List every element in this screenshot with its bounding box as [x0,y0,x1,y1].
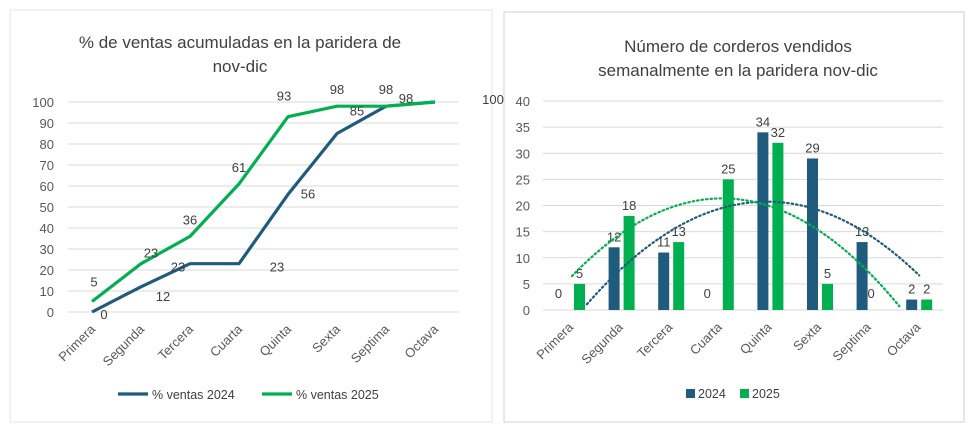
x-tick-label: Primera [55,321,98,364]
x-tick-label: Quinta [256,321,294,359]
chart-title: Número de corderos vendidos [624,37,852,56]
y-tick-label: 60 [40,179,54,194]
y-tick-label: 20 [40,263,54,278]
data-label: 12 [607,229,621,244]
data-label: 34 [756,114,770,129]
data-label: 100 [482,92,504,107]
data-label: 18 [622,198,636,213]
chart-title: semanalmente en la paridera nov-dic [598,61,878,80]
x-tick-label: Octava [884,319,924,359]
data-label: 0 [555,286,562,301]
y-tick-label: 0 [523,303,530,318]
bar-2024-tercera [658,252,670,310]
series-line-2024 [91,100,436,314]
x-tick-label: Octava [401,321,441,361]
data-label: 93 [277,89,291,104]
data-label: 36 [183,212,197,227]
y-tick-label: 30 [40,242,54,257]
chart-title: nov-dic [213,57,268,76]
x-tick-label: Segunda [100,321,148,369]
legend-label: % ventas 2025 [296,388,379,402]
bar-2024-quinta [757,132,769,310]
data-label: 5 [824,266,831,281]
y-tick-label: 10 [40,284,54,299]
data-label: 56 [301,186,315,201]
x-tick-label: Segunda [578,319,626,367]
bar-2025-quinta [772,142,784,310]
data-label: 32 [771,125,785,140]
y-tick-label: 15 [516,225,530,240]
y-tick-label: 25 [516,172,530,187]
bar-2025-cuarta [722,179,734,310]
data-label: 2 [923,282,930,297]
x-tick-label: Sexta [309,321,344,356]
weekly-lambs-bar-chart: Número de corderos vendidos semanalmente … [516,37,943,401]
x-tick-label: Quinta [737,319,775,357]
series-line-2025 [91,100,436,303]
data-label: 0 [704,286,711,301]
x-tick-label: Cuarta [207,321,246,360]
data-label: 98 [379,82,393,97]
bar-2025-primera [574,283,585,310]
y-tick-label: 100 [32,95,54,110]
data-label: 12 [156,289,170,304]
data-label: 23 [270,260,284,275]
y-tick-label: 20 [516,199,530,214]
right-chart-panel [503,11,965,423]
x-tick-label: Cuarta [687,319,726,358]
x-tick-label: Tercera [634,319,676,361]
legend-label: 2024 [698,387,726,401]
data-label: 5 [576,266,583,281]
x-tick-label: Septima [348,321,393,366]
legend-label: 2025 [752,387,780,401]
data-label: 23 [144,246,158,261]
data-label: 5 [90,275,97,290]
x-tick-label: Septima [829,319,874,364]
y-tick-label: 40 [516,94,530,109]
data-label: 98 [330,82,344,97]
data-label: 29 [805,140,819,155]
cumulative-sales-line-chart: % de ventas acumuladas en la paridera de… [32,33,504,402]
x-tick-label: Primera [533,319,576,362]
bar-2024-sexta [807,158,818,310]
data-label: 0 [100,307,107,322]
bar-2025-octava [921,299,933,310]
data-label: 98 [399,91,413,106]
bar-2024-septima [856,242,868,310]
y-tick-label: 10 [516,251,530,266]
data-label: 61 [232,160,246,175]
y-tick-label: 80 [40,137,54,152]
y-tick-label: 70 [40,158,54,173]
y-tick-label: 0 [47,305,54,320]
bar-2024-segunda [608,247,620,310]
data-label: 85 [350,104,364,119]
data-label: 0 [867,286,874,301]
bar-2025-sexta [822,283,833,310]
y-tick-label: 35 [516,120,530,135]
y-tick-label: 30 [516,146,530,161]
data-label: 11 [657,235,671,250]
data-label: 25 [721,161,735,176]
y-tick-label: 5 [523,277,530,292]
x-tick-label: Tercera [155,321,197,363]
data-label: 2 [908,282,915,297]
bar-2025-tercera [673,242,685,310]
legend-swatch [740,389,749,398]
trendline-2025 [570,197,901,308]
left-chart-panel [9,9,493,423]
y-tick-label: 40 [40,221,54,236]
y-tick-label: 90 [40,116,54,131]
y-tick-label: 50 [40,200,54,215]
data-label: 23 [171,260,185,275]
chart-title: % de ventas acumuladas en la paridera de [79,33,401,52]
legend-swatch [686,389,695,398]
bar-2024-octava [906,299,918,310]
x-tick-label: Sexta [790,319,825,354]
legend-label: % ventas 2024 [152,388,235,402]
